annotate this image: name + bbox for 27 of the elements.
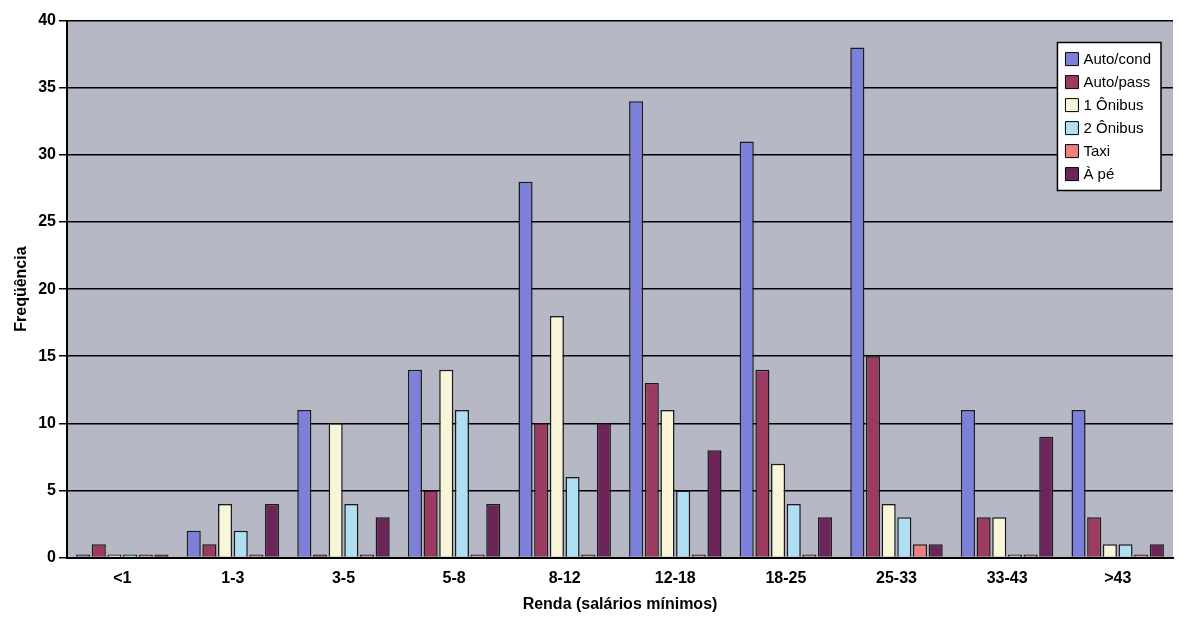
y-tick-label: 15 (38, 346, 57, 364)
x-tick-label: <1 (113, 568, 132, 586)
legend-label: Taxi (1083, 141, 1111, 159)
x-tick-label: 1-3 (221, 568, 245, 586)
y-tick-label: 5 (47, 480, 57, 498)
x-tick-label: 33-43 (986, 568, 1028, 586)
legend-label: Auto/pass (1083, 72, 1151, 90)
y-tick-label: 10 (38, 413, 57, 431)
y-tick-label: 40 (38, 11, 57, 29)
x-tick-label: >43 (1104, 568, 1132, 586)
legend-label: 2 Ônibus (1083, 118, 1144, 136)
y-tick-label: 30 (38, 145, 57, 163)
x-tick-label: 25-33 (876, 568, 918, 586)
x-tick-label: 8-12 (548, 568, 581, 586)
x-tick-label: 12-18 (654, 568, 696, 586)
y-tick-label: 35 (38, 78, 57, 96)
x-tick-label: 18-25 (765, 568, 807, 586)
y-tick-label: 25 (38, 212, 57, 230)
legend-label: 1 Ônibus (1083, 95, 1144, 113)
y-tick-label: 20 (38, 279, 57, 297)
legend-label: Auto/cond (1083, 49, 1152, 67)
legend-label: À pé (1083, 164, 1115, 182)
y-tick-label: 0 (47, 548, 57, 566)
x-axis-title: Renda (salários mínimos) (522, 594, 718, 612)
x-tick-label: 5-8 (442, 568, 466, 586)
y-axis-title: Freqüência (12, 246, 30, 332)
x-tick-label: 3-5 (331, 568, 356, 586)
